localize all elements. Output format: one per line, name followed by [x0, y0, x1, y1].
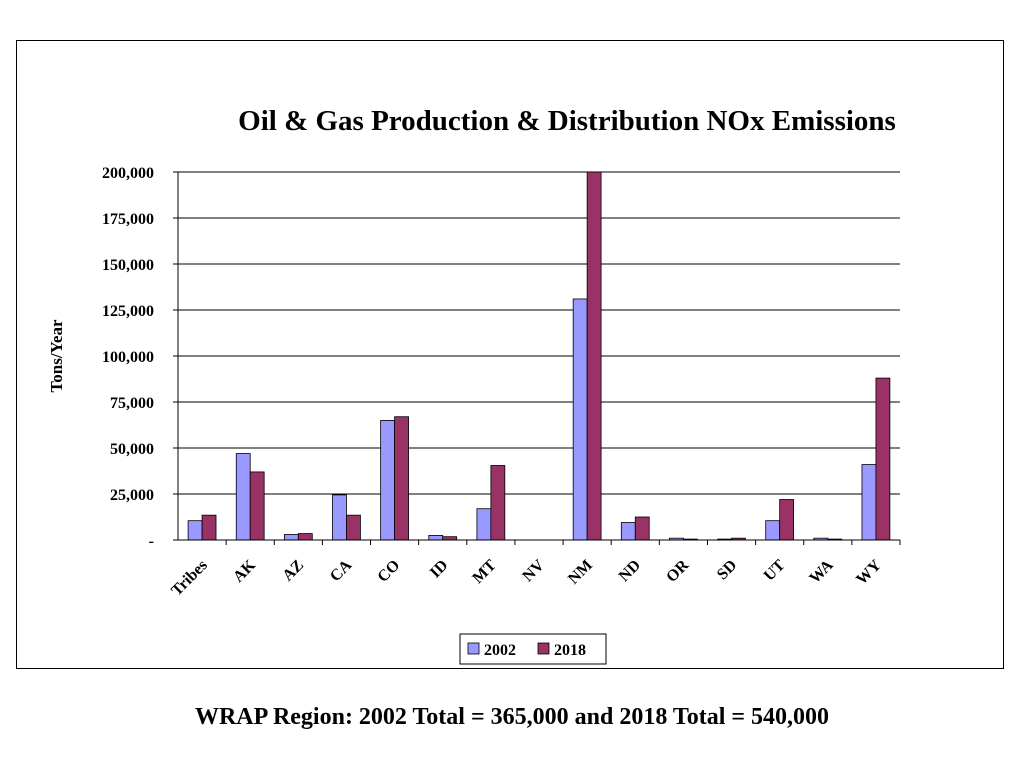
bar-2002-nd	[620, 522, 636, 541]
bar-2002-tribes	[187, 520, 203, 541]
chart-title: Oil & Gas Production & Distribution NOx …	[238, 105, 896, 137]
y-tick-label: -	[149, 533, 154, 550]
legend-swatch	[467, 642, 480, 655]
bar-2002-mt	[476, 508, 492, 541]
x-tick-label: MT	[469, 557, 499, 587]
bar-2018-ut	[779, 499, 795, 541]
y-tick-labels: - 25,000 50,000 75,000 100,000 125,000 150,000…	[102, 165, 154, 550]
x-tick-label: Tribes	[168, 557, 211, 600]
x-tick-label: SD	[714, 557, 740, 583]
bar-2002-nm	[572, 298, 588, 541]
y-tick-label: 175,000	[102, 211, 154, 228]
chart-svg: Oil & Gas Production & Distribution NOx …	[47, 105, 901, 665]
x-tick-label: NV	[519, 556, 548, 585]
x-tick-label: WA	[806, 556, 837, 587]
bars	[187, 171, 891, 541]
bar-2018-az	[297, 533, 313, 541]
bar-2002-co	[380, 419, 395, 541]
x-tick-label: CA	[327, 556, 356, 585]
bar-2002-az	[283, 534, 299, 541]
x-tick-label: WY	[853, 556, 885, 588]
y-tick-label: 75,000	[110, 395, 154, 412]
x-tick-label: AZ	[279, 557, 307, 585]
y-tick-label: 200,000	[102, 165, 154, 182]
x-tick-label: NM	[565, 557, 596, 588]
legend-swatch	[537, 642, 550, 655]
bar-2002-wy	[861, 464, 877, 541]
bar-2018-tribes	[201, 514, 217, 541]
y-tick-label: 50,000	[110, 441, 154, 458]
bar-2002-ak	[235, 453, 251, 541]
x-tick-labels: Tribes AK AZ CA CO ID MT NV NM ND OR SD UT WA WY	[168, 556, 885, 599]
y-tick-label: 25,000	[110, 487, 154, 504]
bar-2018-co	[394, 416, 409, 541]
legend-label: 2018	[554, 642, 586, 659]
bar-2018-nm	[586, 171, 602, 541]
bar-2018-wy	[875, 377, 891, 541]
bar-2018-mt	[490, 465, 506, 541]
summary-caption: WRAP Region: 2002 Total = 365,000 and 20…	[194, 704, 830, 730]
x-tick-label: ID	[427, 557, 452, 582]
bar-2018-nd	[634, 516, 650, 541]
bar-2018-ca	[346, 514, 361, 541]
y-tick-label: 125,000	[102, 303, 154, 320]
x-tick-label: OR	[663, 556, 692, 585]
x-tick-label: AK	[230, 556, 259, 585]
bar-2018-ak	[249, 471, 265, 541]
bar-2002-ca	[332, 494, 347, 541]
y-tick-label: 150,000	[102, 257, 154, 274]
legend-label: 2002	[484, 642, 516, 659]
gridlines	[178, 171, 900, 495]
bar-2002-ut	[765, 520, 781, 541]
axes	[173, 171, 901, 545]
legend: 2002 2018	[459, 633, 607, 665]
y-axis-label: Tons/Year	[47, 319, 66, 393]
chart-frame	[16, 40, 1004, 669]
legend-box	[459, 633, 607, 665]
bar-2002-id	[428, 535, 444, 541]
x-tick-label: ND	[616, 557, 644, 585]
y-tick-label: 100,000	[102, 349, 154, 366]
x-tick-label: CO	[374, 557, 403, 586]
x-tick-label: UT	[761, 557, 789, 585]
